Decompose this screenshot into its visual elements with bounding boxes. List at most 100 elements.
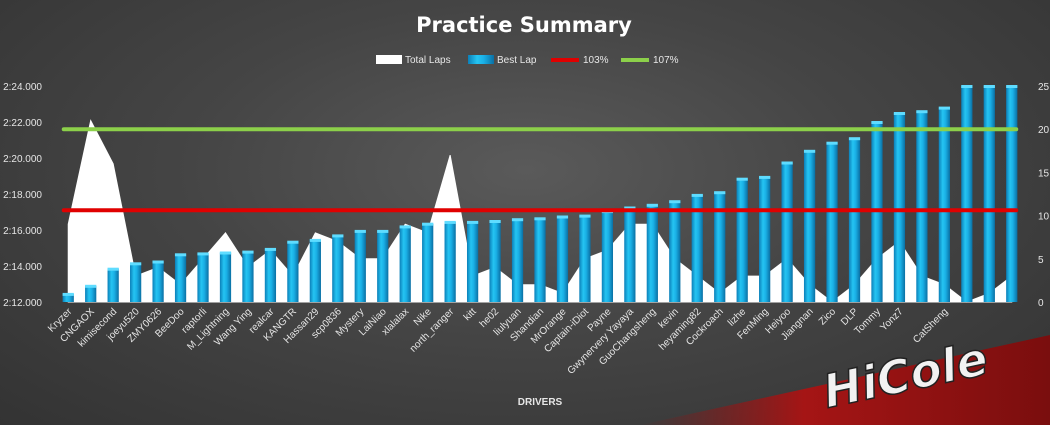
best-lap-bar-cap <box>174 253 187 257</box>
best-lap-bar <box>287 241 299 302</box>
best-lap-bar-cap <box>556 215 569 219</box>
best-lap-bar <box>489 221 501 302</box>
best-lap-bar-cap <box>848 137 861 141</box>
legend-label-107: 107% <box>653 55 679 66</box>
best-lap-bar-cap <box>646 203 658 207</box>
left-tick-label: 2:12.000 <box>3 298 42 309</box>
best-lap-bar-cap <box>354 229 366 233</box>
best-lap-bar-cap <box>332 234 344 238</box>
right-tick-label: 15 <box>1038 168 1050 179</box>
best-lap-bar-cap <box>714 191 726 195</box>
right-tick-label: 20 <box>1038 125 1050 136</box>
best-lap-bar <box>354 230 366 302</box>
best-lap-bar-cap <box>511 218 524 222</box>
total-laps-area-path <box>67 119 1013 303</box>
best-lap-bar <box>242 251 254 302</box>
best-lap-bar <box>174 254 187 302</box>
best-lap-bar-cap <box>264 247 277 251</box>
best-lap-bar <box>736 178 748 302</box>
best-lap-bar <box>781 162 793 302</box>
best-lap-bar <box>893 113 906 302</box>
left-tick-label: 2:18.000 <box>3 190 42 201</box>
right-tick-label: 25 <box>1038 82 1050 93</box>
best-lap-bar <box>534 218 546 302</box>
best-lap-bar-cap <box>130 262 142 266</box>
best-lap-bar <box>466 221 479 302</box>
best-lap-bar <box>264 248 277 302</box>
left-tick-label: 2:16.000 <box>3 226 42 237</box>
best-lap-bar-cap <box>938 106 950 110</box>
legend-label-best-lap: Best Lap <box>497 55 537 66</box>
legend-item-107: 107% <box>621 55 679 66</box>
best-lap-bar-cap <box>983 85 995 88</box>
x-axis-title: DRIVERS <box>518 397 563 408</box>
legend-label-103: 103% <box>583 55 609 66</box>
best-lap-bar <box>422 223 434 302</box>
best-lap-bar-cap <box>534 217 546 221</box>
best-lap-bar-cap <box>669 200 681 204</box>
best-lap-bar-cap <box>152 260 164 264</box>
best-lap-bar <box>399 226 411 302</box>
best-lap-bar <box>444 221 456 302</box>
left-tick-label: 2:14.000 <box>3 262 42 273</box>
legend-item-total-laps: Total Laps <box>376 55 451 66</box>
legend-swatch-total-laps <box>376 55 402 64</box>
left-axis: 2:12.000 2:14.000 2:16.000 2:18.000 2:20.000… <box>3 82 42 309</box>
best-lap-bar <box>130 263 142 302</box>
best-lap-bar <box>848 138 861 302</box>
best-lap-bar-cap <box>242 250 254 254</box>
x-tick-label: Yonz7 <box>878 306 905 333</box>
best-lap-bar <box>219 252 232 302</box>
hicole-logo: HiCole <box>640 330 1050 425</box>
best-lap-bar-cap <box>62 292 74 296</box>
best-lap-bar-cap <box>489 220 501 223</box>
best-lap-bar <box>646 204 658 302</box>
best-lap-bar-cap <box>85 284 97 288</box>
legend-item-best-lap: Best Lap <box>468 55 537 66</box>
best-lap-bar <box>803 150 816 302</box>
right-axis: 0 5 10 15 20 25 <box>1038 82 1050 309</box>
best-lap-bar-cap <box>197 252 209 256</box>
best-lap-bar <box>62 293 74 302</box>
best-lap-bar-cap <box>444 220 456 224</box>
best-lap-bar <box>938 107 950 302</box>
best-lap-bar-cap <box>219 251 232 255</box>
best-lap-bar-cap <box>624 206 636 210</box>
left-tick-label: 2:20.000 <box>3 154 42 165</box>
best-lap-bar-cap <box>691 193 703 197</box>
best-lap-bars <box>62 85 1018 302</box>
best-lap-bar <box>152 261 164 302</box>
best-lap-bar <box>556 216 569 302</box>
best-lap-bar-cap <box>309 238 321 242</box>
legend-item-103: 103% <box>551 55 609 66</box>
best-lap-bar <box>691 194 703 302</box>
x-tick-labels: KryzerCNGAOXkimisecondjoeyu520ZMY0626Bee… <box>46 306 950 377</box>
best-lap-bar <box>377 230 389 302</box>
best-lap-bar <box>826 142 838 302</box>
total-laps-area <box>67 119 1013 303</box>
legend-label-total-laps: Total Laps <box>405 55 451 66</box>
best-lap-bar <box>197 253 209 302</box>
legend: Total Laps Best Lap 103% 107% <box>376 55 679 66</box>
best-lap-bar <box>916 111 928 302</box>
best-lap-bar-cap <box>893 112 906 115</box>
best-lap-bar-cap <box>466 220 479 224</box>
chart-title: Practice Summary <box>416 13 632 37</box>
best-lap-bar-cap <box>579 214 591 218</box>
best-lap-bar <box>332 235 344 302</box>
best-lap-bar-cap <box>759 175 771 179</box>
best-lap-bar-cap <box>871 121 883 124</box>
right-tick-label: 5 <box>1038 255 1044 266</box>
legend-swatch-best-lap <box>468 55 494 64</box>
best-lap-bar-cap <box>961 85 973 88</box>
right-tick-label: 10 <box>1038 212 1050 223</box>
best-lap-bar <box>107 268 119 302</box>
best-lap-bar-cap <box>1006 85 1018 88</box>
left-tick-label: 2:22.000 <box>3 118 42 129</box>
best-lap-bar <box>309 239 321 302</box>
best-lap-bar <box>601 211 614 302</box>
best-lap-bar <box>714 192 726 302</box>
best-lap-bar <box>579 215 591 302</box>
best-lap-bar-cap <box>107 267 119 271</box>
best-lap-bar-cap <box>736 177 748 181</box>
